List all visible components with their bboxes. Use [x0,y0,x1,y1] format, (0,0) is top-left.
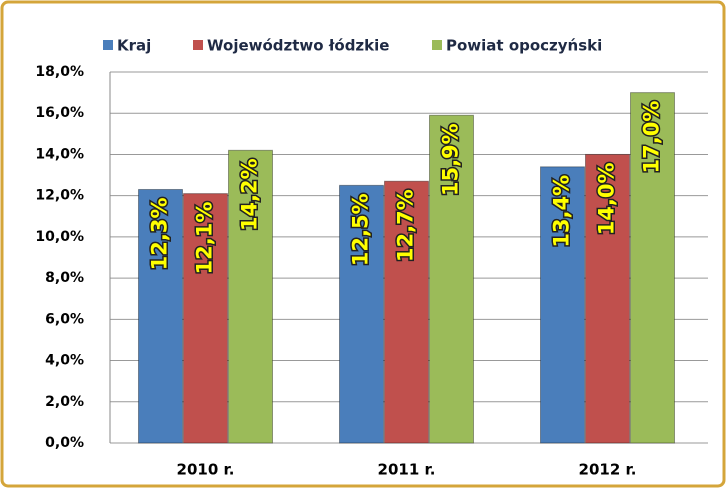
x-tick-label: 2011 r. [378,461,436,479]
legend-swatch [432,40,442,50]
y-tick-label: 6,0% [45,311,84,327]
y-tick-label: 16,0% [35,105,84,121]
value-label: 12,5% [349,193,373,266]
x-tick-label: 2012 r. [579,461,637,479]
bar [228,149,273,444]
bar [585,153,630,444]
y-tick-label: 4,0% [45,353,84,369]
bar [183,193,228,444]
value-label: 13,4% [550,175,574,248]
x-tick-label: 2010 r. [177,461,235,479]
y-tick-label: 8,0% [45,270,84,286]
legend-label: Kraj [117,37,151,55]
bar [630,92,675,444]
y-tick-label: 12,0% [35,188,84,204]
bar [384,180,429,444]
legend-swatch [103,40,113,50]
value-label: 14,2% [238,158,262,231]
value-label: 17,0% [640,101,664,174]
legend-label: Powiat opoczyński [446,37,602,55]
value-label: 12,1% [193,202,217,275]
legend-swatch [193,40,203,50]
y-tick-label: 2,0% [45,394,84,410]
y-tick-label: 10,0% [35,229,84,245]
y-tick-label: 14,0% [35,146,84,162]
bar [429,114,474,444]
legend-label: Województwo łódzkie [207,37,389,55]
y-tick-label: 18,0% [35,64,84,80]
value-label: 14,0% [595,162,619,235]
value-label: 15,9% [439,123,463,196]
bar [540,166,585,444]
y-tick-label: 0,0% [45,435,84,451]
bar [339,184,384,444]
value-label: 12,3% [148,197,172,270]
bar [138,188,183,444]
value-label: 12,7% [394,189,418,262]
